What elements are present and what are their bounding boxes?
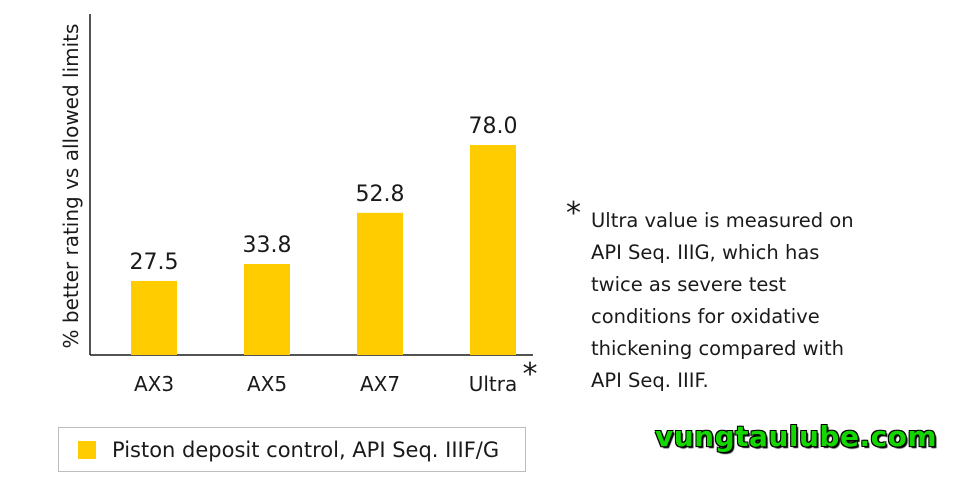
bar-chart: % better rating vs allowed limits 27.5 AX… bbox=[59, 14, 538, 396]
category-label-ax7: AX7 bbox=[360, 372, 400, 396]
legend-label: Piston deposit control, API Seq. IIIF/G bbox=[112, 437, 500, 462]
y-axis-label: % better rating vs allowed limits bbox=[59, 24, 83, 349]
bar-ax5 bbox=[244, 264, 290, 355]
bar-ax7 bbox=[357, 212, 403, 355]
watermark-logo: vungtaulube.com bbox=[655, 420, 938, 453]
footnote-text: Ultra value is measured on API Seq. IIIG… bbox=[591, 209, 854, 392]
category-label-ax5: AX5 bbox=[247, 372, 287, 396]
value-label-ax3: 27.5 bbox=[130, 250, 179, 275]
bar-ultra bbox=[470, 145, 516, 355]
value-label-ultra: 78.0 bbox=[469, 114, 518, 139]
bar-ax3 bbox=[131, 280, 177, 355]
legend-swatch bbox=[78, 440, 96, 459]
legend: Piston deposit control, API Seq. IIIF/G bbox=[58, 427, 526, 472]
category-label-ax3: AX3 bbox=[134, 372, 174, 396]
value-label-ax5: 33.8 bbox=[243, 233, 292, 258]
category-label-ultra: Ultra bbox=[469, 372, 518, 396]
footnote-marker: * bbox=[566, 196, 581, 231]
value-label-ax7: 52.8 bbox=[356, 182, 405, 207]
category-marker-ultra: * bbox=[523, 357, 538, 392]
